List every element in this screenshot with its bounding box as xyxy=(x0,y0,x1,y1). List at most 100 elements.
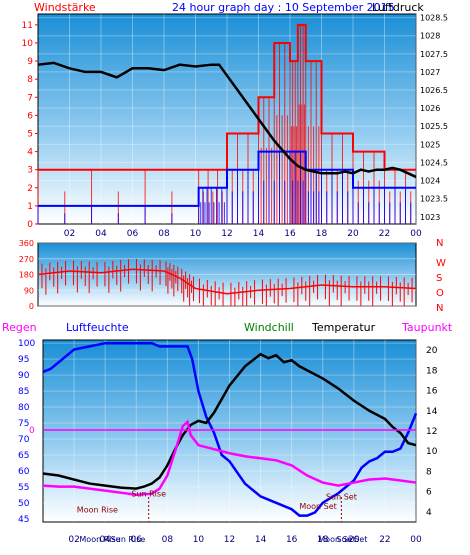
bottom-event-label: Moon Rise xyxy=(79,535,120,544)
annotation-label: Moon Rise xyxy=(77,505,118,514)
header-right-label: Luftdruck xyxy=(372,1,424,14)
y-right-tick-label: 1027 xyxy=(420,68,440,77)
y-right-tick-label: 1025.5 xyxy=(420,122,448,131)
x-tick-label: 22 xyxy=(379,535,390,545)
y-right-tick-label: 1024 xyxy=(420,177,440,186)
y-right-tick-label: 1026.5 xyxy=(420,86,448,95)
y-right-tick-label: 1026 xyxy=(420,104,440,113)
y-right-tick-label: 1028 xyxy=(420,32,440,41)
y-right-tick-label: 1023 xyxy=(420,213,440,222)
series-temperatur xyxy=(42,352,417,490)
y-left-tick-label: 5 xyxy=(27,129,33,139)
y-left-tick-label: 75 xyxy=(18,419,29,429)
x-tick-label: 06 xyxy=(127,229,139,239)
x-tick-label: 00 xyxy=(410,229,422,239)
x-tick-label: 18 xyxy=(316,229,328,239)
y-right-tick-label: 16 xyxy=(426,387,438,397)
y-left-tick-label: 80 xyxy=(18,403,30,413)
x-tick-label: 14 xyxy=(253,229,265,239)
wind-band-average xyxy=(38,150,416,207)
series-taupunkt xyxy=(42,419,417,496)
annotation-label: Sun Set xyxy=(326,493,357,502)
y-left-tick-label: 90 xyxy=(18,371,30,381)
y-left-tick-label: 60 xyxy=(18,467,30,477)
y-left-tick-label: 95 xyxy=(18,355,29,365)
legend-temperatur: Temperatur xyxy=(311,321,376,334)
legend-taupunkt: Taupunkt xyxy=(401,321,453,334)
y-right-tick-label: 14 xyxy=(426,407,438,417)
x-tick-label: 20 xyxy=(347,229,359,239)
x-tick-label: 12 xyxy=(224,535,235,545)
x-tick-label: 12 xyxy=(221,229,232,239)
y-left-tick-label: 50 xyxy=(18,499,30,509)
legend-windchill: Windchill xyxy=(244,321,294,334)
y-left-tick-label: 2 xyxy=(27,184,33,194)
dir-left-tick-label: 90 xyxy=(24,286,34,295)
x-tick-label: 00 xyxy=(410,535,422,545)
x-tick-label: 02 xyxy=(68,535,79,545)
y-left-tick-label: 9 xyxy=(27,57,33,67)
y-right-tick-label: 12 xyxy=(426,427,437,437)
bottom-event-label: Moon Set xyxy=(318,535,355,544)
annotation-label: Moon Set xyxy=(299,502,336,511)
y-right-tick-label: 8 xyxy=(426,467,432,477)
x-tick-label: 08 xyxy=(162,535,174,545)
y-left-tick-label: 1 xyxy=(27,202,33,212)
dir-right-tick-label: N xyxy=(436,238,443,249)
dir-left-tick-label: 360 xyxy=(19,239,34,248)
y-left-tick-label: 7 xyxy=(27,93,33,103)
bottom-event-label: Sun Set xyxy=(337,535,368,544)
dir-right-tick-label: N xyxy=(436,303,443,314)
y-left-tick-label: 100 xyxy=(18,339,35,349)
y-right-tick-label: 1027.5 xyxy=(420,50,448,59)
legend-regen: Regen xyxy=(2,321,37,334)
x-tick-label: 10 xyxy=(193,535,205,545)
y-left-tick-label: 3 xyxy=(27,166,33,176)
y-right-tick-label: 1028.5 xyxy=(420,14,448,23)
x-tick-label: 04 xyxy=(95,229,107,239)
y-left-tick-label: 70 xyxy=(18,435,30,445)
y-right-tick-label: 1023.5 xyxy=(420,195,448,204)
dir-left-tick-label: 270 xyxy=(19,255,34,264)
x-tick-label: 18 xyxy=(317,535,329,545)
header-title: 24 hour graph day : 10 September 2015 xyxy=(172,1,395,14)
bottom-event-label: Sun Rise xyxy=(111,535,146,544)
dir-left-tick-label: 0 xyxy=(29,302,34,311)
y-right-tick-label: 1024.5 xyxy=(420,158,448,167)
x-tick-label: 06 xyxy=(131,535,143,545)
y-right-tick-label: 6 xyxy=(426,488,432,498)
y-left-tick-label: 65 xyxy=(18,451,29,461)
y-right-tick-label: 1025 xyxy=(420,140,440,149)
y-right-tick-label: 10 xyxy=(426,447,438,457)
y-left-tick-label: 0 xyxy=(27,220,33,230)
y-left-tick-label: 4 xyxy=(27,148,33,158)
dir-right-tick-label: O xyxy=(436,288,444,299)
x-tick-label: 16 xyxy=(286,535,298,545)
regen-zero-label: 0 xyxy=(29,426,35,436)
y-left-tick-label: 8 xyxy=(27,75,33,85)
x-tick-label: 04 xyxy=(99,535,111,545)
series-luftfeuchte xyxy=(42,341,418,517)
legend-luftfeuchte: Luftfeuchte xyxy=(66,321,129,334)
wind-direction-plot-area xyxy=(37,242,417,307)
y-left-tick-label: 11 xyxy=(22,21,33,31)
x-tick-label: 22 xyxy=(379,229,390,239)
y-left-tick-label: 85 xyxy=(18,387,29,397)
annotation-label: Sun Rise xyxy=(131,489,166,498)
dir-left-tick-label: 180 xyxy=(19,271,34,280)
y-right-tick-label: 18 xyxy=(426,366,438,376)
dir-right-tick-label: S xyxy=(436,273,442,284)
y-left-tick-label: 45 xyxy=(18,515,29,525)
x-tick-label: 02 xyxy=(64,229,75,239)
y-right-tick-label: 20 xyxy=(426,346,438,356)
x-tick-label: 08 xyxy=(158,229,170,239)
y-left-tick-label: 10 xyxy=(22,39,34,49)
y-left-tick-label: 55 xyxy=(18,483,29,493)
x-tick-label: 14 xyxy=(255,535,267,545)
y-left-tick-label: 6 xyxy=(27,111,33,121)
x-tick-label: 16 xyxy=(284,229,296,239)
x-tick-label: 20 xyxy=(348,535,360,545)
series-luftdruck xyxy=(37,61,417,179)
y-right-tick-label: 4 xyxy=(426,508,432,518)
